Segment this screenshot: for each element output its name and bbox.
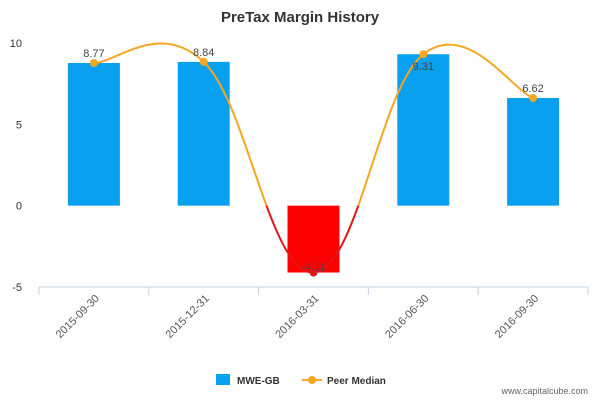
x-tick-label: 2015-09-30 bbox=[54, 293, 102, 341]
data-label: 6.62 bbox=[522, 83, 543, 95]
peer-median-point bbox=[419, 50, 428, 59]
x-tick-label: 2015-12-31 bbox=[164, 293, 212, 341]
x-tick-label: 2016-09-30 bbox=[493, 293, 541, 341]
peer-median-point bbox=[309, 268, 318, 277]
chart-title: PreTax Margin History bbox=[221, 9, 380, 26]
legend-swatch-mwe-gb bbox=[216, 374, 230, 385]
data-labels: 8.77 8.84 -4.11 9.31 6.62 bbox=[83, 47, 544, 274]
y-tick-label: 10 bbox=[10, 38, 22, 50]
legend-swatch-peer-median-marker bbox=[308, 376, 316, 384]
y-tick-label: 5 bbox=[16, 119, 22, 131]
data-label: 8.84 bbox=[193, 47, 214, 59]
data-label: -4.11 bbox=[301, 262, 325, 274]
x-tick-label: 2016-03-31 bbox=[273, 293, 321, 341]
peer-median-line bbox=[93, 42, 534, 206]
y-axis: -5 0 5 10 bbox=[10, 38, 22, 294]
peer-median-point bbox=[199, 57, 208, 66]
legend: MWE-GB Peer Median bbox=[216, 374, 386, 387]
legend-label-peer-median: Peer Median bbox=[327, 376, 386, 387]
peer-median-point bbox=[89, 59, 98, 68]
legend-label-mwe-gb: MWE-GB bbox=[237, 376, 280, 387]
y-tick-label: -5 bbox=[12, 282, 22, 294]
peer-median-series bbox=[89, 42, 538, 277]
bar bbox=[507, 97, 560, 206]
watermark: www.capitalcube.com bbox=[500, 386, 588, 396]
x-axis: 2015-09-30 2015-12-31 2016-03-31 2016-06-30… bbox=[38, 286, 589, 341]
data-label: 9.31 bbox=[413, 61, 434, 73]
y-tick-label: 0 bbox=[16, 201, 22, 213]
peer-median-point bbox=[529, 93, 538, 102]
bar bbox=[397, 54, 450, 206]
bar bbox=[177, 61, 230, 206]
data-label: 8.77 bbox=[83, 48, 104, 60]
bar bbox=[67, 63, 120, 206]
bar-series bbox=[67, 54, 560, 273]
x-tick-label: 2016-06-30 bbox=[383, 293, 431, 341]
